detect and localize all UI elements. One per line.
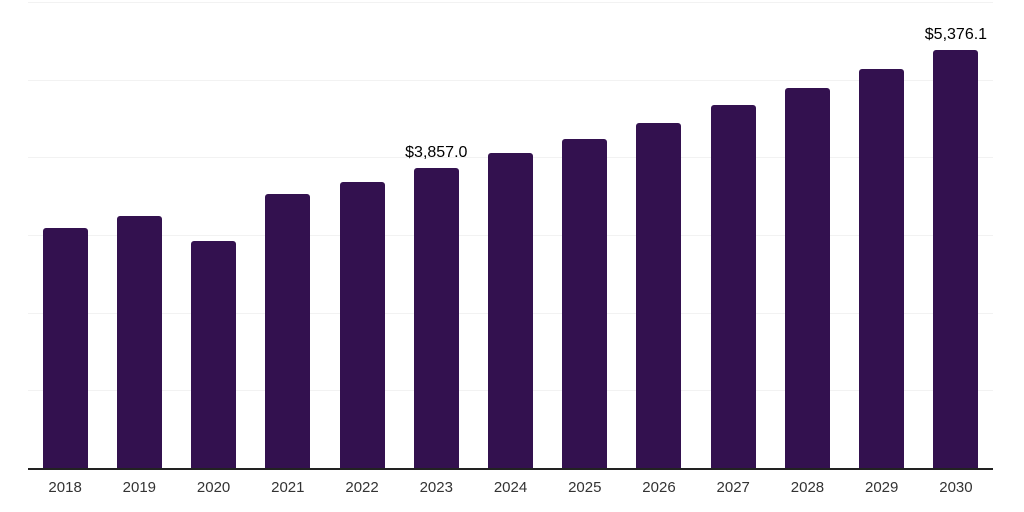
x-axis-label-2024: 2024 <box>493 479 528 496</box>
bar-column-2026 <box>622 2 696 468</box>
x-axis-label-2025: 2025 <box>568 479 602 496</box>
x-axis-label-2026: 2026 <box>642 479 676 496</box>
bar-column-2029 <box>845 2 919 468</box>
bar-2018 <box>42 228 88 468</box>
x-axis-label-2027: 2027 <box>716 479 750 496</box>
bar-column-2020 <box>176 2 250 468</box>
bar-column-2019 <box>102 2 176 468</box>
data-label-2023: $3,857.0 <box>405 144 468 162</box>
bar-2023: $3,857.0 <box>405 145 467 468</box>
bar-column-2025 <box>548 2 622 468</box>
bar-2027 <box>710 105 756 468</box>
data-label-2030: $5,376.1 <box>924 26 988 44</box>
x-axis-label-2020: 2020 <box>196 479 231 496</box>
bar-2019 <box>116 216 162 468</box>
bar-column-2030: $5,376.1 <box>919 2 993 468</box>
bar-column-2018 <box>28 2 102 468</box>
x-axis-label-2019: 2019 <box>122 479 157 496</box>
bar-column-2028 <box>770 2 844 468</box>
bar-column-2023: $3,857.0 <box>399 2 473 468</box>
bar-column-2021 <box>251 2 325 468</box>
x-axis-label-2021: 2021 <box>271 479 305 496</box>
bar-2026 <box>636 123 682 468</box>
bar-2030: $5,376.1 <box>925 27 987 468</box>
x-axis-label-2018: 2018 <box>48 479 82 496</box>
bar-2020 <box>191 241 237 468</box>
bar-column-2024 <box>473 2 547 468</box>
x-axis-label-2022: 2022 <box>345 479 379 496</box>
bar-2021 <box>265 193 311 468</box>
x-axis-label-2029: 2029 <box>865 479 899 496</box>
plot-area: $3,857.0 $5,376.1 <box>28 2 993 470</box>
bar-2028 <box>784 88 830 468</box>
bar-2029 <box>859 68 905 468</box>
bar-2025 <box>562 138 608 468</box>
x-axis-label-2028: 2028 <box>790 479 825 496</box>
bar-2022 <box>339 182 385 468</box>
bar-column-2027 <box>696 2 770 468</box>
bar-2024 <box>488 152 534 468</box>
x-axis: 2018 2019 2020 2021 2022 2023 2024 2025 2026 2027… <box>28 480 993 495</box>
x-axis-label-2023: 2023 <box>419 479 453 496</box>
x-axis-label-2030: 2030 <box>939 479 973 496</box>
bar-column-2022 <box>325 2 399 468</box>
